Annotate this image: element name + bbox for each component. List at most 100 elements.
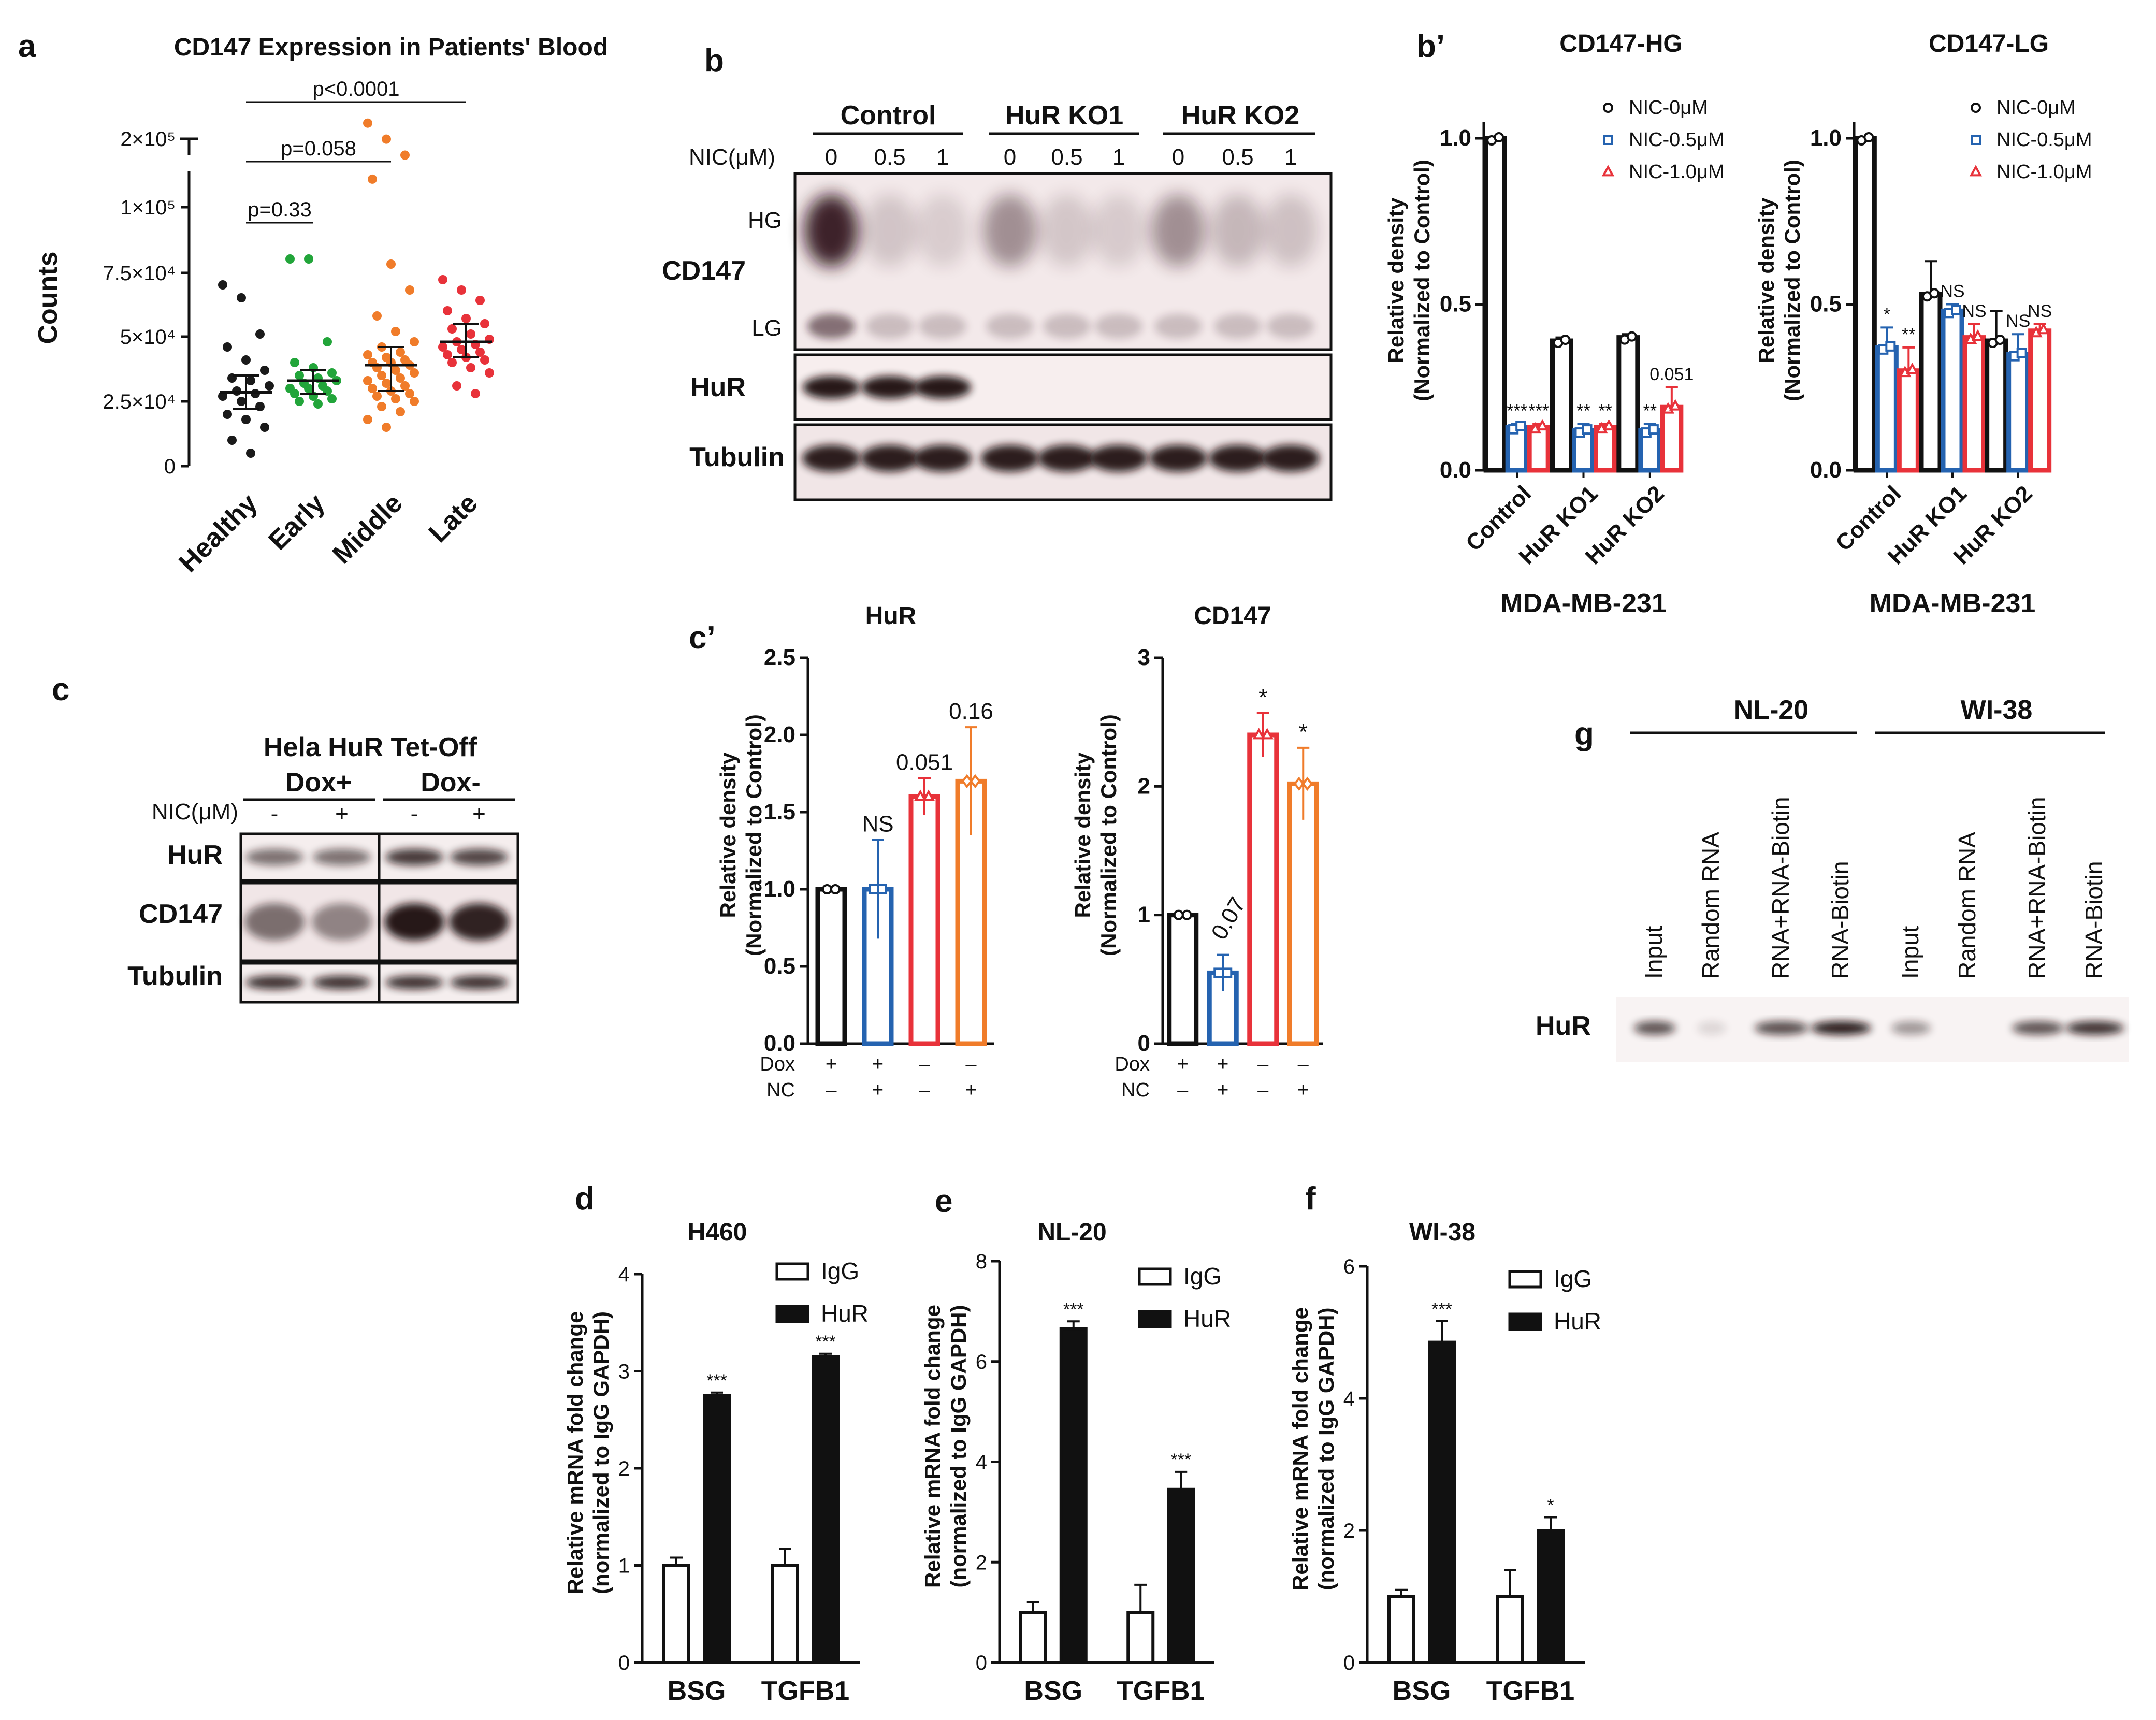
bp1-g-bar (1616, 335, 1640, 473)
a-point-late (480, 319, 489, 328)
blot-b-tubulin-label: Tubulin (689, 442, 785, 472)
f-g-significance: *** (1431, 1299, 1452, 1319)
blot-b-dose-label: 0.5 (1222, 144, 1253, 170)
a-point-early (327, 368, 337, 378)
d-g-legend-swatch (775, 1262, 809, 1281)
bp2-g-y-tick-label: 0.5 (1810, 292, 1842, 317)
cp2-g-point (1173, 909, 1184, 920)
a-pvalue-label: p<0.0001 (313, 78, 400, 100)
e-g-bar-hur (1167, 1487, 1195, 1664)
e-g-significance: *** (1170, 1450, 1191, 1470)
cp2-g-bar (1167, 913, 1199, 1046)
cp2-g-bar (1247, 732, 1279, 1046)
f-g-y-tick-label: 2 (1343, 1520, 1355, 1542)
d-g-x-tick-label: BSG (668, 1676, 726, 1706)
bp2-g-bar (1853, 136, 1877, 473)
a-point-late (447, 358, 457, 367)
a-point-healthy (218, 280, 227, 290)
e-g-bar-hur (1059, 1327, 1088, 1664)
a-point-middle (405, 389, 414, 398)
blot-b-hur-band (861, 376, 918, 399)
a-y-tick-label: 2×10⁵ (120, 128, 176, 151)
blot-c-hur-band (450, 849, 508, 865)
blot-c-tubulin-band (385, 976, 443, 989)
blot-g-hur-band (1697, 1021, 1726, 1035)
cp1-g-point (961, 774, 973, 789)
e-g-title: NL-20 (1037, 1219, 1106, 1246)
blot-c-lane: - (271, 801, 279, 827)
bp1-g-y-tick-label: 1.0 (1440, 125, 1471, 151)
bp2-g-legend-label: NIC-0μM (1996, 97, 2076, 119)
blot-b-tubulin-band (981, 445, 1039, 472)
blot-b-hur-label: HuR (690, 372, 746, 402)
a-point-late (438, 275, 447, 284)
panel-g-label: g (1574, 716, 1594, 752)
cp1-g-significance: 0.16 (949, 699, 993, 724)
a-point-middle (363, 415, 372, 424)
e-g-ylabel-line: (normalized to IgG GAPDH) (946, 1305, 971, 1588)
a-y-tick-label: 7.5×10⁴ (103, 262, 176, 285)
a-point-early (304, 254, 313, 264)
blot-b-treatment-label: NIC(μM) (689, 144, 775, 170)
cp2-g-ylabel-line: Relative density (1070, 752, 1095, 918)
blot-g-lane-label: Random RNA (1954, 832, 1980, 979)
a-point-early (295, 371, 304, 380)
a-point-middle (363, 376, 372, 385)
blot-c-cd147-label: CD147 (139, 899, 223, 929)
panel-c-label: c (52, 672, 69, 707)
a-point-healthy (237, 397, 246, 406)
a-point-late (485, 368, 494, 378)
blot-c-cd147-band (244, 903, 305, 941)
blot-c-treatment-label: NIC(μM) (152, 799, 238, 825)
bp2-g-significance: NS (1962, 301, 1986, 321)
d-g-ylabel: Relative mRNA fold change(normalized to … (563, 1311, 613, 1595)
a-point-middle (368, 384, 377, 393)
bp2-g-title: CD147-LG (1929, 30, 2049, 57)
bp1-g-point (1560, 335, 1571, 345)
a-point-early (290, 389, 299, 398)
e-g-y-tick-label: 2 (976, 1551, 987, 1574)
blot-g-hur-band (2066, 1021, 2124, 1035)
blot-b-hg-band (863, 194, 917, 267)
cp2-g-point (1213, 967, 1224, 978)
blot-b-dose-label: 0 (825, 144, 837, 170)
cp2-g-y-tick-label: 3 (1138, 645, 1150, 670)
f-g-legend-swatch (1508, 1270, 1542, 1289)
cp1-g-y-tick-label: 2.5 (764, 645, 795, 670)
bp2-g-legend-marker (1969, 165, 1983, 177)
blot-c-hur-band (385, 849, 443, 865)
cp1-g-point (877, 884, 887, 894)
bp1-g-legend-marker (1601, 165, 1615, 177)
bp1-g-bar (1660, 404, 1684, 473)
bp1-g-ylabel-line: Relative density (1384, 197, 1408, 363)
a-point-healthy (237, 293, 246, 302)
e-g-y-tick-label: 6 (976, 1351, 987, 1374)
a-point-middle (382, 423, 391, 432)
blot-g-lane-label: Input (1640, 926, 1667, 979)
bp1-g-legend-label: NIC-0μM (1629, 97, 1708, 119)
f-g-y-tick-label: 4 (1343, 1387, 1355, 1410)
e-g-legend-label: IgG (1183, 1263, 1222, 1290)
f-g-x-tick-label: BSG (1393, 1676, 1451, 1706)
bp1-g-legend-marker (1603, 135, 1613, 145)
blot-c-tubulin-label: Tubulin (127, 961, 223, 991)
cp2-g-ylabel-line: (Normalized to Control) (1096, 714, 1121, 956)
cp1-g-point (970, 774, 981, 789)
a-point-middle (382, 379, 391, 388)
cp1-g-point (922, 789, 935, 801)
bp2-g-point (1885, 341, 1896, 352)
cp1-g-condition-sign: – (919, 1053, 930, 1075)
blot-b-lg-band (807, 314, 855, 339)
cp1-g-condition-sign: – (965, 1053, 977, 1075)
d-g-y-tick-label: 0 (618, 1652, 630, 1674)
blot-b-hg-band (1211, 194, 1265, 267)
a-point-late (452, 381, 461, 391)
f-g-significance: * (1547, 1496, 1554, 1515)
e-g-bar-igg (1019, 1611, 1047, 1664)
blot-g-lane-label: RNA-Biotin (2080, 861, 2107, 979)
a-y-tick-label: 2.5×10⁴ (103, 391, 176, 413)
blot-b-hg-band (1264, 194, 1318, 267)
bp1-g-legend-marker (1603, 103, 1613, 113)
bp2-g-point (1929, 288, 1940, 299)
